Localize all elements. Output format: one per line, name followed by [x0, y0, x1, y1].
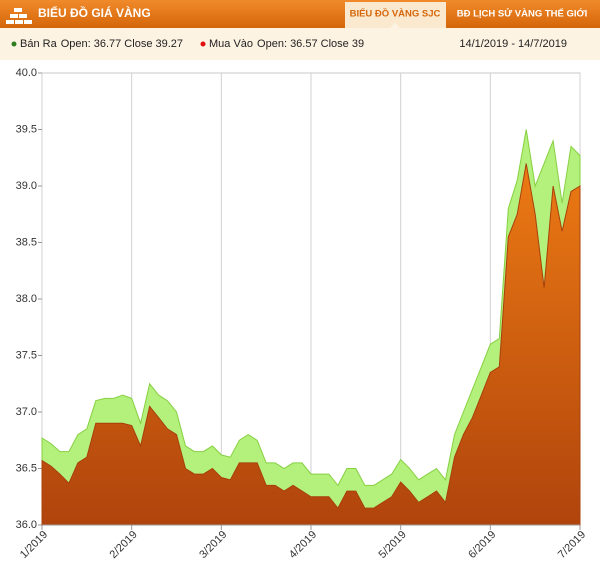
y-tick-label: 36.0 — [16, 519, 37, 531]
tab-label[interactable]: BĐ LỊCH SỬ VÀNG THẾ GIỚI — [457, 8, 588, 20]
legend-stats: Open: 36.57 Close 39 — [257, 38, 364, 50]
y-tick-label: 38.0 — [16, 293, 37, 305]
x-tick-label: 3/2019 — [197, 529, 229, 561]
legend-bar — [0, 28, 600, 60]
legend-dot — [200, 41, 206, 47]
tab-label[interactable]: BIỂU ĐỒ VÀNG SJC — [350, 8, 441, 20]
header-title: BIỂU ĐỒ GIÁ VÀNG — [38, 5, 151, 20]
x-tick-label: 6/2019 — [466, 529, 498, 561]
tab-pointer — [390, 23, 400, 28]
legend-dot — [11, 41, 17, 47]
header-bar — [0, 0, 600, 28]
legend-label: Mua Vào — [209, 38, 253, 50]
x-tick-label: 5/2019 — [377, 529, 409, 561]
y-tick-label: 37.0 — [16, 406, 37, 418]
y-tick-label: 37.5 — [16, 349, 37, 361]
x-tick-label: 2/2019 — [108, 529, 140, 561]
y-tick-label: 38.5 — [16, 236, 37, 248]
logo-icon — [6, 8, 32, 24]
y-tick-label: 40.0 — [16, 67, 37, 79]
y-tick-label: 36.5 — [16, 462, 37, 474]
area — [41, 129, 581, 526]
x-tick-label: 1/2019 — [18, 529, 50, 561]
y-tick-label: 39.5 — [16, 123, 37, 135]
x-tick-label: 4/2019 — [287, 529, 319, 561]
area — [41, 163, 581, 526]
legend-label: Bán Ra — [20, 38, 58, 50]
y-tick-label: 39.0 — [16, 180, 37, 192]
legend-stats: Open: 36.77 Close 39.27 — [61, 38, 183, 50]
x-tick-label: 7/2019 — [556, 529, 588, 561]
date-range: 14/1/2019 - 14/7/2019 — [459, 38, 567, 50]
